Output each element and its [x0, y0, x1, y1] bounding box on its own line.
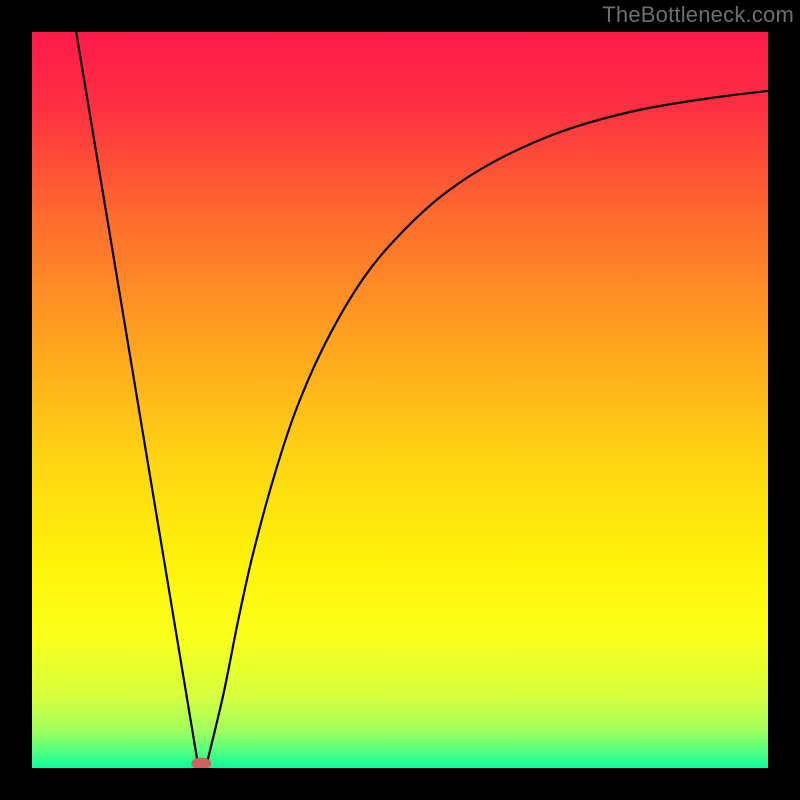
plot-area	[32, 32, 768, 768]
chart-frame: TheBottleneck.com	[0, 0, 800, 800]
watermark-text: TheBottleneck.com	[602, 2, 794, 28]
bottleneck-curve	[32, 32, 768, 768]
